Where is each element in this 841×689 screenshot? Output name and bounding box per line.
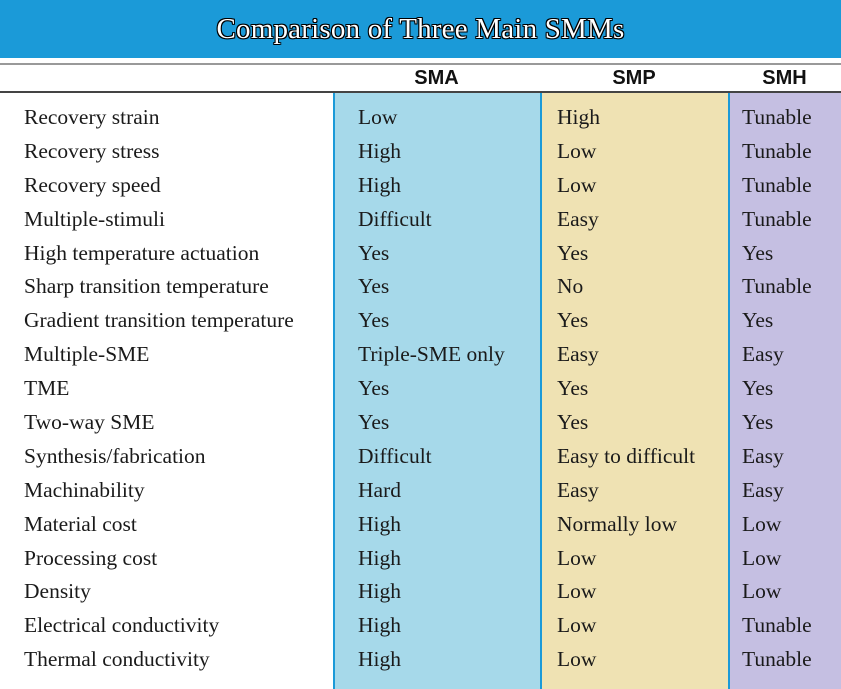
smp-cell: Yes xyxy=(557,240,589,265)
smh-cell: Tunable xyxy=(742,172,812,197)
property-cell: Two-way SME xyxy=(24,410,155,435)
property-cell: Thermal conductivity xyxy=(24,647,210,672)
column-header-sma: SMA xyxy=(414,67,459,89)
sma-column-background xyxy=(333,93,540,689)
table-row: Two-way SME Yes Yes Yes xyxy=(0,405,841,439)
sma-cell: High xyxy=(358,172,401,197)
property-cell: Recovery stress xyxy=(24,138,160,163)
property-cell: Density xyxy=(24,579,91,604)
table-row: Density High Low Low xyxy=(0,574,841,608)
smp-cell: High xyxy=(557,105,600,129)
smh-cell: Tunable xyxy=(742,206,812,231)
table-row: Recovery stress High Low Tunable xyxy=(0,134,841,168)
smh-cell: Tunable xyxy=(742,647,812,672)
title-bar: Comparison of Three Main SMMs xyxy=(0,0,841,58)
sma-cell: Yes xyxy=(358,240,390,265)
smh-cell: Tunable xyxy=(742,138,812,163)
smh-cell: Low xyxy=(742,511,782,536)
sma-cell: High xyxy=(358,545,401,570)
table-row: Machinability Hard Easy Easy xyxy=(0,473,841,507)
table-row: Sharp transition temperature Yes No Tunable xyxy=(0,269,841,303)
property-cell: Machinability xyxy=(24,477,145,502)
table-row: Recovery speed High Low Tunable xyxy=(0,168,841,202)
smh-column-background xyxy=(728,93,841,689)
sma-cell: Yes xyxy=(358,308,390,333)
smp-cell: Yes xyxy=(557,308,589,333)
smh-cell: Yes xyxy=(742,240,774,265)
table-title: Comparison of Three Main SMMs xyxy=(216,12,625,45)
smh-cell: Yes xyxy=(742,376,774,401)
smp-cell: No xyxy=(557,274,584,299)
smh-cell: Easy xyxy=(742,443,784,468)
table-row: TME Yes Yes Yes xyxy=(0,371,841,405)
property-cell: Recovery strain xyxy=(24,105,160,129)
smp-cell: Low xyxy=(557,172,597,197)
table-row: Recovery strain Low High Tunable xyxy=(0,100,841,134)
sma-cell: Hard xyxy=(358,477,401,502)
table-row: Material cost High Normally low Low xyxy=(0,507,841,541)
smh-cell: Yes xyxy=(742,308,774,333)
smh-cell: Low xyxy=(742,579,782,604)
property-cell: Sharp transition temperature xyxy=(24,274,269,299)
smp-cell: Easy xyxy=(557,477,599,502)
table-row: Processing cost High Low Low xyxy=(0,541,841,575)
sma-cell: Difficult xyxy=(358,206,432,231)
smh-cell: Easy xyxy=(742,342,784,367)
property-cell: Material cost xyxy=(24,511,137,536)
sma-cell: High xyxy=(358,579,401,604)
smp-cell: Low xyxy=(557,647,597,672)
smp-cell: Yes xyxy=(557,410,589,435)
sma-cell: Triple-SME only xyxy=(358,342,505,367)
smp-cell: Yes xyxy=(557,376,589,401)
property-cell: High temperature actuation xyxy=(24,240,260,265)
column-header-smp: SMP xyxy=(612,67,656,89)
smp-cell: Low xyxy=(557,579,597,604)
property-cell: Processing cost xyxy=(24,545,158,570)
header-rule-bottom xyxy=(0,91,841,93)
sma-cell: High xyxy=(358,647,401,672)
header-rule-top xyxy=(0,63,841,65)
property-cell: Recovery speed xyxy=(24,172,161,197)
smp-cell: Easy xyxy=(557,206,599,231)
sma-cell: Low xyxy=(358,105,398,129)
smh-cell: Tunable xyxy=(742,105,812,129)
sma-cell: Yes xyxy=(358,274,390,299)
smp-cell: Normally low xyxy=(557,511,678,536)
property-cell: Synthesis/fabrication xyxy=(24,443,206,468)
smp-cell: Easy xyxy=(557,342,599,367)
sma-cell: Yes xyxy=(358,410,390,435)
table-row: High temperature actuation Yes Yes Yes xyxy=(0,236,841,270)
sma-cell: High xyxy=(358,138,401,163)
table-row: Synthesis/fabrication Difficult Easy to di… xyxy=(0,439,841,473)
smp-cell: Low xyxy=(557,545,597,570)
smp-column-background xyxy=(540,93,728,689)
sma-cell: Difficult xyxy=(358,443,432,468)
smh-cell: Tunable xyxy=(742,274,812,299)
table-row: Thermal conductivity High Low Tunable xyxy=(0,642,841,676)
sma-cell: Yes xyxy=(358,376,390,401)
smh-cell: Easy xyxy=(742,477,784,502)
smp-cell: Low xyxy=(557,613,597,638)
column-header-smh: SMH xyxy=(762,67,807,89)
smh-cell: Yes xyxy=(742,410,774,435)
table-row: Gradient transition temperature Yes Yes Yes xyxy=(0,303,841,337)
smp-cell: Low xyxy=(557,138,597,163)
smh-cell: Low xyxy=(742,545,782,570)
table-row: Multiple-stimuli Difficult Easy Tunable xyxy=(0,202,841,236)
property-cell: Multiple-stimuli xyxy=(24,206,165,231)
table-body: Recovery strain Low High Tunable Recovery st… xyxy=(0,100,841,676)
property-cell: Electrical conductivity xyxy=(24,613,220,638)
property-cell: Multiple-SME xyxy=(24,342,150,367)
property-cell: Gradient transition temperature xyxy=(24,308,294,333)
smh-cell: Tunable xyxy=(742,613,812,638)
property-cell: TME xyxy=(24,376,70,401)
smp-cell: Easy to difficult xyxy=(557,443,696,468)
sma-cell: High xyxy=(358,613,401,638)
table-row: Multiple-SME Triple-SME only Easy Easy xyxy=(0,337,841,371)
sma-cell: High xyxy=(358,511,401,536)
table-row: Electrical conductivity High Low Tunable xyxy=(0,608,841,642)
